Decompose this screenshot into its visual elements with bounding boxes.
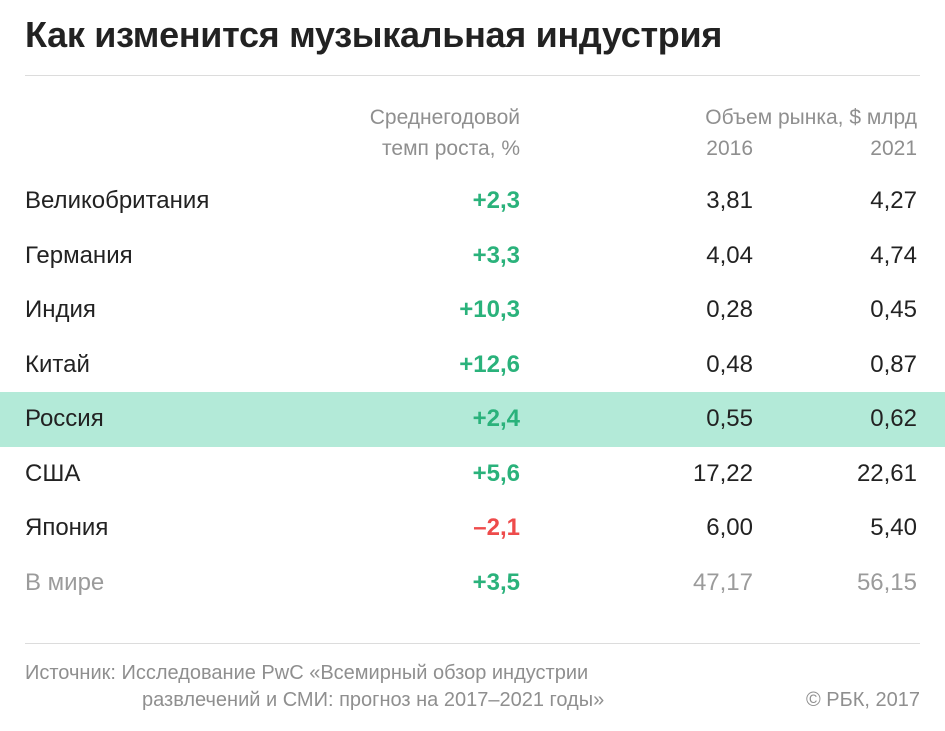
growth-rate: +2,3 [472,187,520,214]
country-name: Индия [25,296,96,323]
source-line-1: Источник: Исследование PwC «Всемирный об… [25,662,589,684]
growth-rate: +12,6 [459,350,520,378]
growth-rate: –2,1 [473,514,520,541]
market-2016: 0,28 [706,296,753,323]
copyright: © РБК, 2017 [805,689,920,711]
market-2021: 4,74 [870,241,917,269]
table-row: США +5,6 17,22 22,61 [0,447,945,502]
data-table: Великобритания +2,3 3,81 4,27 Германия +… [0,174,945,610]
market-2021: 0,87 [870,350,917,378]
top-divider [25,75,920,76]
table-row-highlighted: Россия +2,4 0,55 0,62 [0,392,945,447]
page-title: Как изменится музыкальная индустрия [25,14,723,55]
source-line-2: развлечений и СМИ: прогноз на 2017–2021 … [142,689,605,711]
table-row: Великобритания +2,3 3,81 4,27 [0,174,945,229]
market-2016: 0,48 [706,350,753,378]
year-2016-header: 2016 [706,137,753,160]
country-name: США [25,459,81,487]
table-row: Германия +3,3 4,04 4,74 [0,229,945,284]
year-2021-header: 2021 [870,137,917,160]
growth-header-line2: темп роста, % [382,137,520,160]
country-name: Россия [25,405,104,432]
market-2021: 22,61 [856,459,917,487]
growth-header-line1: Среднегодовой [369,106,520,129]
growth-rate: +5,6 [472,459,520,487]
country-name: Китай [25,350,90,378]
growth-rate: +10,3 [459,296,520,323]
market-2016: 47,17 [692,568,753,596]
market-2021: 0,62 [870,405,917,432]
market-2016: 0,55 [706,405,753,432]
country-name: Германия [25,241,133,269]
growth-rate: +2,4 [472,405,520,432]
source-note: Источник: Исследование PwC «Всемирный об… [25,660,604,714]
growth-column-header: Среднегодовой темп роста, % [370,102,520,164]
market-2021: 56,15 [856,568,917,596]
market-2021: 0,45 [870,296,917,323]
growth-rate: +3,5 [472,568,520,596]
market-column-header: Объем рынка, $ млрд [705,106,917,129]
country-name: В мире [25,568,105,596]
table-row: Китай +12,6 0,48 0,87 [0,338,945,393]
market-2016: 3,81 [706,187,753,214]
country-name: Япония [25,514,109,541]
table-row-world-total: В мире +3,5 47,17 56,15 [0,556,945,611]
market-2016: 6,00 [706,514,753,541]
market-2016: 4,04 [706,241,753,269]
table-row: Индия +10,3 0,28 0,45 [0,283,945,338]
market-2021: 4,27 [870,187,917,214]
growth-rate: +3,3 [472,241,520,269]
country-name: Великобритания [25,187,210,214]
market-2016: 17,22 [692,459,753,487]
market-2021: 5,40 [870,514,917,541]
table-row: Япония –2,1 6,00 5,40 [0,501,945,556]
bottom-divider [25,643,920,644]
